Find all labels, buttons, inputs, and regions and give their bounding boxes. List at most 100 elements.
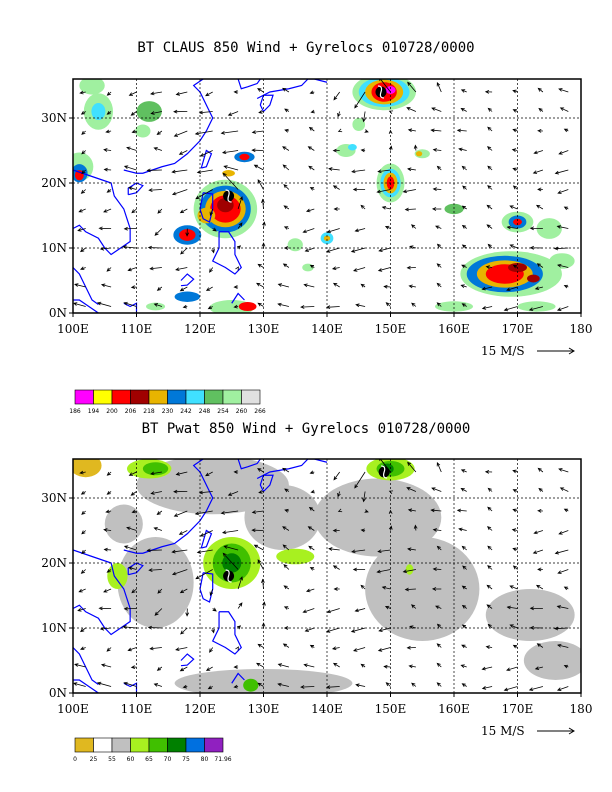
wind-arrow bbox=[256, 282, 264, 288]
wind-arrow bbox=[481, 666, 493, 671]
wind-arrow bbox=[407, 547, 416, 552]
colorbar-label: 25 bbox=[90, 756, 98, 763]
wind-arrow bbox=[99, 626, 112, 631]
wind-arrow bbox=[533, 530, 544, 535]
wind-arrow bbox=[503, 686, 518, 692]
shaded-region bbox=[549, 253, 575, 269]
wind-arrow bbox=[103, 588, 112, 593]
wind-arrow bbox=[325, 627, 340, 633]
wind-arrow bbox=[554, 549, 569, 555]
coastline bbox=[123, 459, 214, 554]
colorbar-label: 65 bbox=[145, 756, 153, 763]
wind-arrow bbox=[106, 91, 112, 96]
wind-arrow bbox=[353, 647, 366, 652]
wind-arrow bbox=[377, 647, 391, 652]
map-field-1 bbox=[73, 79, 581, 313]
wind-arrow bbox=[402, 569, 416, 574]
wind-arrow bbox=[461, 224, 467, 229]
colorbar-2: 0 25 55 60 65 70 75 80 71.96 bbox=[73, 737, 232, 763]
wind-arrow bbox=[503, 306, 518, 312]
wind-arrow bbox=[351, 549, 366, 554]
wind-arrow bbox=[436, 282, 442, 288]
wind-arrow bbox=[77, 608, 86, 612]
wind-arrow bbox=[487, 165, 493, 171]
wind-arrow bbox=[305, 208, 315, 213]
colorbar-swatch bbox=[185, 737, 205, 753]
wind-arrow bbox=[307, 146, 315, 151]
x-tick-label: 110E bbox=[121, 702, 153, 716]
wind-arrow bbox=[534, 666, 544, 670]
wind-arrow bbox=[257, 263, 264, 268]
wind-arrow bbox=[237, 196, 243, 210]
wind-arrow bbox=[182, 304, 188, 309]
wind-arrow bbox=[80, 266, 86, 271]
shaded-region bbox=[79, 79, 105, 95]
wind-arrow bbox=[79, 627, 86, 633]
shaded-region bbox=[323, 235, 331, 241]
wind-arrow bbox=[262, 221, 266, 229]
wind-arrow bbox=[74, 663, 86, 668]
wind-arrow bbox=[153, 683, 163, 687]
wind-arrow bbox=[81, 130, 86, 135]
wind-arrow bbox=[354, 91, 366, 109]
wind-arrow bbox=[436, 165, 442, 171]
storm-symbol-icon bbox=[223, 569, 235, 583]
wind-arrow bbox=[537, 567, 543, 572]
wind-arrow bbox=[436, 263, 442, 268]
wind-arrow bbox=[199, 150, 213, 157]
wind-arrow bbox=[196, 549, 213, 554]
wind-arrow bbox=[251, 528, 264, 533]
colorbar-label: 266 bbox=[254, 408, 266, 415]
wind-arrow bbox=[131, 129, 137, 134]
wind-arrow bbox=[171, 549, 188, 554]
colorbar-label: 71.96 bbox=[214, 756, 231, 763]
wind-arrow bbox=[481, 286, 493, 291]
wind-arrow bbox=[511, 528, 518, 532]
wind-arrow bbox=[233, 684, 239, 689]
wind-arrow bbox=[484, 90, 493, 94]
coastline bbox=[200, 149, 213, 169]
wind-arrow bbox=[237, 222, 243, 229]
wind-arrow bbox=[261, 578, 265, 590]
wind-arrow bbox=[481, 306, 493, 310]
wind-arrow bbox=[220, 130, 239, 135]
wind-arrow bbox=[106, 568, 112, 573]
wind-arrow bbox=[506, 666, 518, 672]
wind-arrow bbox=[251, 130, 264, 134]
wind-arrow bbox=[486, 584, 493, 590]
shaded-region bbox=[287, 238, 303, 252]
wind-arrow bbox=[100, 663, 112, 668]
wind-arrow bbox=[354, 471, 366, 489]
x-tick-label: 180 bbox=[570, 702, 593, 716]
wind-arrow bbox=[559, 107, 569, 112]
panel-1-title: BT CLAUS 850 Wind + Gyrelocs 010728/0000 bbox=[137, 40, 475, 56]
colorbar-label: 186 bbox=[69, 408, 81, 415]
wind-arrow bbox=[487, 487, 493, 492]
wind-arrow bbox=[122, 245, 137, 249]
shaded-region bbox=[434, 301, 474, 312]
wind-arrow bbox=[430, 128, 442, 133]
shaded-region bbox=[174, 291, 200, 302]
wind-arrow bbox=[220, 510, 239, 515]
colorbar-label: 206 bbox=[125, 408, 137, 415]
wind-arrow bbox=[512, 565, 518, 570]
wind-arrow bbox=[460, 89, 467, 93]
wind-arrow bbox=[199, 530, 213, 537]
wind-arrow bbox=[198, 110, 213, 115]
wind-arrow bbox=[309, 470, 315, 475]
wind-arrow bbox=[364, 129, 369, 133]
wind-arrow bbox=[535, 584, 544, 590]
wind-arrow bbox=[461, 585, 467, 590]
colorbar-swatch bbox=[93, 389, 113, 405]
y-tick-label: 20N bbox=[41, 176, 67, 190]
wind-scale-arrow bbox=[537, 347, 575, 355]
wind-arrow bbox=[258, 110, 264, 114]
shaded-region bbox=[523, 641, 581, 680]
wind-arrow bbox=[537, 129, 543, 133]
wind-arrow bbox=[436, 243, 442, 249]
wind-arrow bbox=[557, 569, 569, 574]
colorbar-label: 60 bbox=[127, 756, 135, 763]
wind-arrow bbox=[431, 487, 442, 492]
coastline bbox=[259, 474, 274, 492]
wind-arrow bbox=[157, 588, 163, 594]
